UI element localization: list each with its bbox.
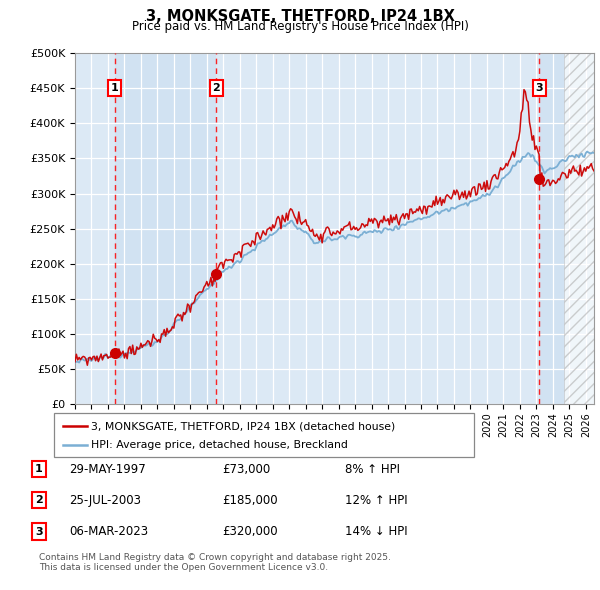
Text: Contains HM Land Registry data © Crown copyright and database right 2025.: Contains HM Land Registry data © Crown c… [39, 553, 391, 562]
Text: 1: 1 [111, 83, 119, 93]
Text: 8% ↑ HPI: 8% ↑ HPI [345, 463, 400, 476]
Bar [115, 53, 216, 404]
Text: HPI: Average price, detached house, Breckland: HPI: Average price, detached house, Brec… [91, 440, 348, 450]
Text: £320,000: £320,000 [222, 525, 278, 538]
Text: 3: 3 [35, 527, 43, 536]
Text: 1: 1 [35, 464, 43, 474]
Text: 29-MAY-1997: 29-MAY-1997 [69, 463, 146, 476]
Text: 3, MONKSGATE, THETFORD, IP24 1BX: 3, MONKSGATE, THETFORD, IP24 1BX [146, 9, 454, 24]
Text: 25-JUL-2003: 25-JUL-2003 [69, 494, 141, 507]
Text: This data is licensed under the Open Government Licence v3.0.: This data is licensed under the Open Gov… [39, 563, 328, 572]
Text: £73,000: £73,000 [222, 463, 270, 476]
Text: 3: 3 [535, 83, 543, 93]
Text: 2: 2 [35, 496, 43, 505]
Text: 06-MAR-2023: 06-MAR-2023 [69, 525, 148, 538]
Text: 2: 2 [212, 83, 220, 93]
Text: 14% ↓ HPI: 14% ↓ HPI [345, 525, 407, 538]
Bar [539, 53, 564, 404]
Text: £185,000: £185,000 [222, 494, 278, 507]
Text: 12% ↑ HPI: 12% ↑ HPI [345, 494, 407, 507]
Text: Price paid vs. HM Land Registry's House Price Index (HPI): Price paid vs. HM Land Registry's House … [131, 20, 469, 33]
Bar [564, 53, 594, 404]
Text: 3, MONKSGATE, THETFORD, IP24 1BX (detached house): 3, MONKSGATE, THETFORD, IP24 1BX (detach… [91, 421, 395, 431]
